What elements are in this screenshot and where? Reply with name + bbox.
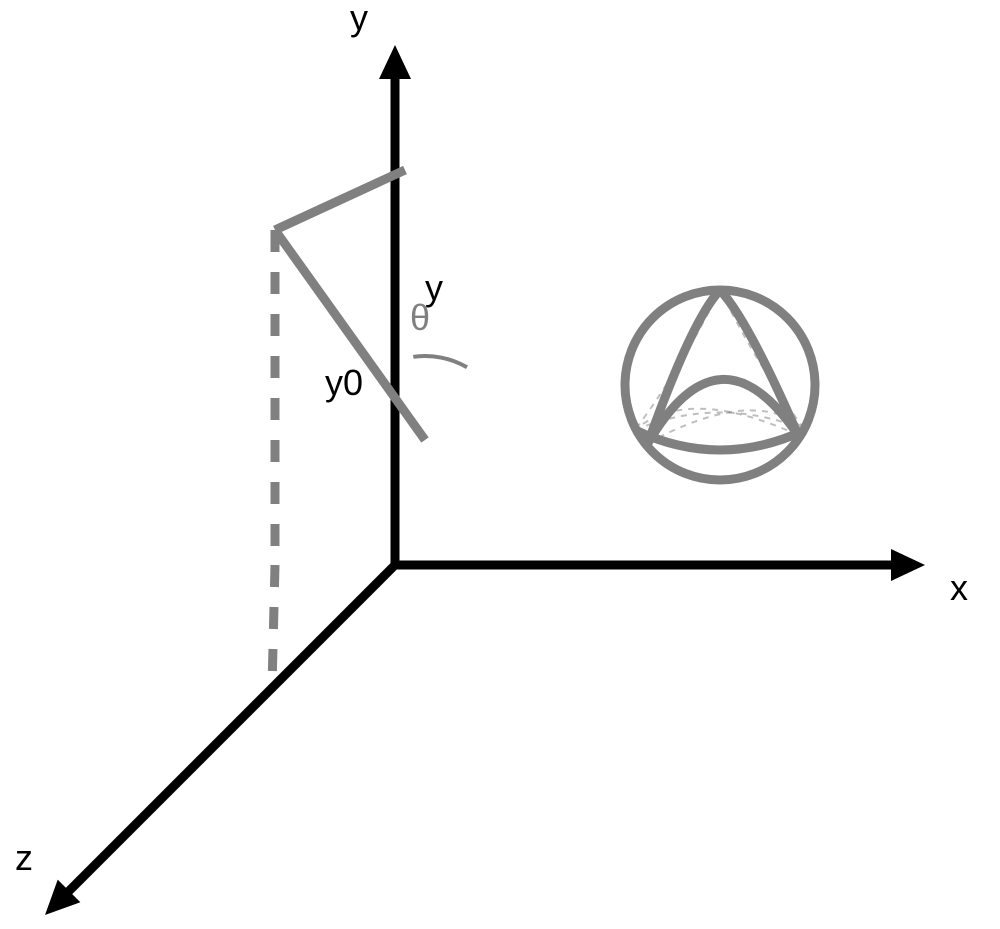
- x-axis-arrow: [891, 549, 925, 581]
- z-foot-dashed-line: [272, 565, 275, 688]
- tilted-top-segment: [275, 170, 405, 230]
- y-axis-arrow: [379, 45, 411, 79]
- theta-arc: [413, 356, 467, 367]
- sphere-front-arc: [635, 430, 805, 450]
- coordinate-diagram: y x z y θ y0: [0, 0, 1000, 929]
- y-axis-label: y: [350, 0, 368, 38]
- z-axis: [57, 565, 395, 903]
- x-axis-label: x: [950, 567, 968, 608]
- tilted-bottom-segment: [275, 230, 425, 440]
- y0-label: y0: [325, 362, 363, 403]
- sphere-icon: [625, 290, 815, 480]
- z-axis-label: z: [15, 837, 33, 878]
- theta-label: θ: [410, 297, 430, 338]
